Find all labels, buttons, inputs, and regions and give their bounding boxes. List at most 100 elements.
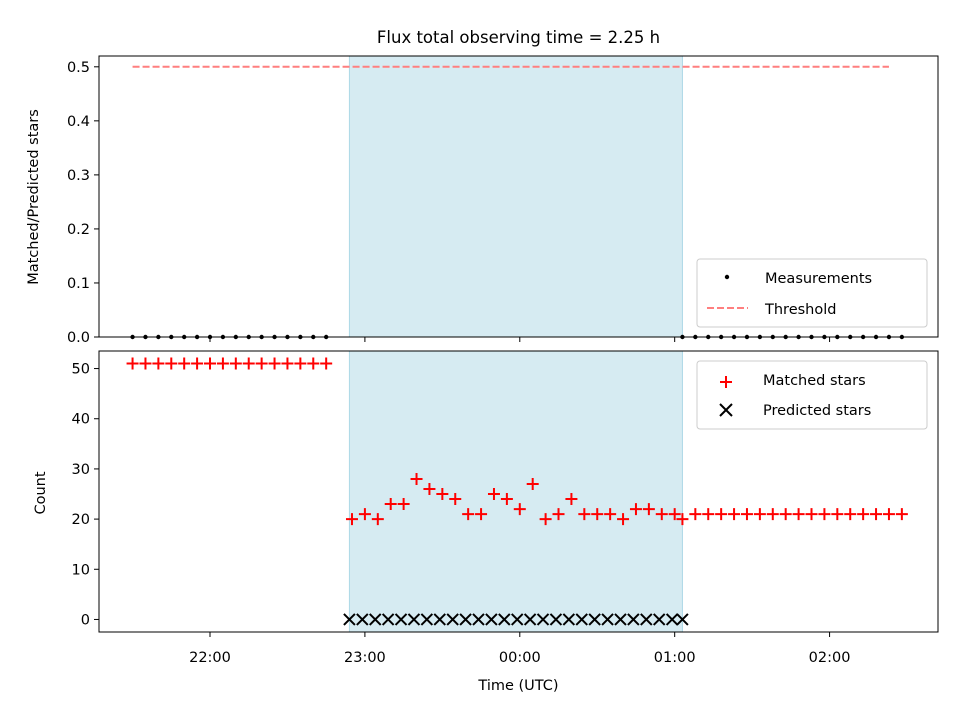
matched-star-point — [702, 508, 715, 521]
legend-measurements-label: Measurements — [765, 271, 872, 287]
matched-star-point — [371, 513, 384, 526]
predicted-star-point — [394, 613, 408, 626]
matched-star-point — [462, 508, 475, 521]
matched-star-point — [728, 508, 741, 521]
predicted-star-point — [356, 613, 369, 626]
matched-star-point — [423, 482, 436, 495]
predicted-star-point — [536, 613, 550, 626]
y-tick-label: 10 — [72, 562, 90, 578]
predicted-star-point — [627, 613, 640, 626]
matched-star-point — [689, 508, 702, 521]
matched-star-point — [307, 357, 320, 370]
matched-star-point — [500, 493, 513, 506]
y-tick-label: 30 — [72, 462, 90, 478]
matched-star-point — [604, 508, 617, 521]
predicted-star-point — [652, 613, 666, 626]
matched-star-point — [397, 498, 410, 511]
x-tick-label: 01:00 — [654, 650, 696, 666]
matched-star-point — [152, 357, 165, 370]
legend-matched-marker — [720, 376, 732, 388]
top-shaded-interval — [348, 55, 683, 338]
bottom-shaded-interval — [348, 350, 683, 633]
predicted-star-point — [472, 613, 485, 626]
matched-star-point — [178, 357, 191, 370]
legend-threshold-label: Threshold — [764, 302, 836, 318]
y-tick-label: 0.4 — [67, 114, 90, 130]
y-tick-label: 0.3 — [67, 168, 90, 184]
predicted-star-point — [588, 613, 601, 626]
y-tick-label: 0.5 — [67, 60, 90, 76]
matched-star-point — [165, 357, 178, 370]
y-tick-label: 0 — [81, 612, 90, 628]
matched-star-point — [139, 357, 152, 370]
matched-star-point — [410, 472, 423, 485]
predicted-star-point — [420, 613, 434, 626]
predicted-star-point — [407, 613, 421, 626]
matched-star-point — [779, 508, 792, 521]
bottom-x-ticks: 22:00 23:00 00:00 01:00 02:00 — [189, 632, 850, 666]
matched-star-point — [216, 357, 229, 370]
matched-star-point — [715, 508, 728, 521]
y-tick-label: 40 — [72, 412, 90, 428]
x-axis-label: Time (UTC) — [477, 678, 558, 694]
legend-predicted-marker — [719, 403, 733, 417]
x-tick-label: 02:00 — [809, 650, 851, 666]
predicted-star-point — [640, 613, 653, 626]
matched-star-point — [552, 508, 565, 521]
top-legend: Measurements Threshold — [696, 258, 928, 328]
matched-star-point — [882, 508, 895, 521]
matched-star-point — [818, 508, 831, 521]
predicted-star-point — [614, 613, 627, 626]
matched-star-point — [831, 508, 844, 521]
matched-star-point — [436, 488, 449, 501]
predicted-star-point — [381, 613, 395, 626]
bottom-axes-frame — [98, 350, 939, 633]
predicted-star-point — [369, 613, 382, 626]
predicted-star-point — [575, 613, 588, 626]
predicted-star-point — [665, 613, 679, 626]
y-tick-label: 0.2 — [67, 222, 90, 238]
x-tick-label: 00:00 — [499, 650, 541, 666]
matched-star-point — [753, 508, 766, 521]
matched-star-point — [642, 503, 655, 516]
bottom-panel: 0 10 20 30 40 50 22:00 23:00 00:00 01:00 02:00 Co… — [33, 350, 939, 694]
matched-star-point — [740, 508, 753, 521]
matched-star-point — [591, 508, 604, 521]
bottom-plot-marks — [126, 357, 908, 626]
matched-star-point — [844, 508, 857, 521]
top-y-axis-label: Matched/Predicted stars — [26, 109, 42, 285]
matched-star-point — [792, 508, 805, 521]
top-axes-frame — [98, 55, 939, 338]
bottom-y-ticks: 0 10 20 30 40 50 — [72, 362, 99, 628]
matched-star-point — [565, 493, 578, 506]
matched-star-point — [204, 357, 217, 370]
matched-star-point — [126, 357, 139, 370]
matched-star-point — [766, 508, 779, 521]
matched-star-point — [578, 508, 591, 521]
y-tick-label: 50 — [72, 362, 90, 378]
chart-title: Flux total observing time = 2.25 h — [377, 28, 660, 47]
y-tick-label: 0.1 — [67, 276, 90, 292]
predicted-star-point — [562, 613, 576, 626]
predicted-star-point — [511, 613, 524, 626]
matched-star-point — [294, 357, 307, 370]
predicted-star-point — [676, 613, 689, 626]
top-legend-box — [696, 258, 928, 328]
matched-star-point — [242, 357, 255, 370]
x-tick-label: 23:00 — [344, 650, 386, 666]
matched-star-point — [255, 357, 268, 370]
predicted-star-point — [343, 613, 356, 626]
matched-star-point — [870, 508, 883, 521]
matched-star-point — [487, 488, 500, 501]
matched-star-point — [668, 508, 681, 521]
predicted-star-point — [523, 613, 537, 626]
matched-star-point — [857, 508, 870, 521]
matched-star-point — [539, 513, 552, 526]
predicted-star-point — [433, 613, 446, 626]
matched-star-point — [629, 503, 642, 516]
top-x-ticks — [209, 337, 831, 342]
predicted-star-point — [601, 613, 614, 626]
matched-star-point — [805, 508, 818, 521]
y-tick-label: 0.0 — [67, 330, 90, 346]
